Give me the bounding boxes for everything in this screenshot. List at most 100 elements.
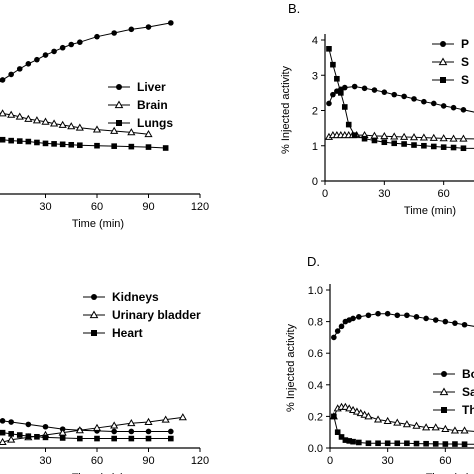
data-point <box>394 312 401 319</box>
data-point <box>345 404 354 412</box>
legend-marker <box>441 371 447 377</box>
data-point <box>384 440 391 447</box>
x-tick-label: 60 <box>91 455 103 467</box>
data-point <box>384 310 391 317</box>
data-point <box>380 132 389 140</box>
data-point <box>432 441 439 447</box>
data-point <box>42 423 49 430</box>
x-tick-label: 60 <box>91 201 103 213</box>
data-point <box>326 100 332 107</box>
data-point <box>0 109 7 117</box>
x-tick-label: 30 <box>39 201 51 213</box>
data-point <box>373 415 383 423</box>
x-tick-label: 90 <box>142 455 154 467</box>
data-point <box>34 139 40 146</box>
data-point <box>351 83 358 90</box>
y-tick-label: 1.0 <box>308 285 323 297</box>
data-point <box>450 144 457 151</box>
panel-label: B. <box>288 1 300 16</box>
x-tick-label: 30 <box>382 455 394 467</box>
data-point <box>411 142 417 148</box>
data-point <box>110 126 119 134</box>
legend-marker <box>114 100 124 109</box>
data-point <box>58 428 67 436</box>
series-line <box>0 22 171 83</box>
x-axis-label: Time (min) <box>404 205 456 217</box>
data-point <box>361 135 368 142</box>
y-tick-label: 0.0 <box>308 443 323 455</box>
legend-label: Kidneys <box>112 290 159 304</box>
data-point <box>342 437 349 443</box>
data-point <box>352 407 361 415</box>
data-point <box>364 412 373 420</box>
data-point <box>0 77 6 83</box>
x-axis-label: Time (min) <box>72 218 124 230</box>
legend-label: Bor <box>462 367 474 381</box>
data-point <box>145 435 152 442</box>
data-point <box>393 418 402 426</box>
data-point <box>460 106 467 113</box>
data-point <box>32 116 41 124</box>
data-point <box>429 133 438 141</box>
data-point <box>356 409 365 417</box>
data-point <box>34 56 40 63</box>
data-point <box>168 435 174 442</box>
data-point <box>42 434 49 441</box>
data-point <box>25 421 32 428</box>
data-point <box>145 144 152 150</box>
data-point <box>0 429 6 436</box>
legend-label: Sal <box>462 385 474 399</box>
data-point <box>459 134 468 142</box>
data-point <box>326 46 332 52</box>
data-point <box>25 61 32 67</box>
panel-label: D. <box>307 254 320 269</box>
data-point <box>7 435 16 443</box>
data-point <box>75 123 84 131</box>
data-point <box>371 87 378 93</box>
data-point <box>411 96 417 102</box>
y-tick-label: 1 <box>312 141 318 153</box>
data-point <box>42 140 49 147</box>
data-point <box>440 144 447 150</box>
data-point <box>375 310 381 317</box>
data-point <box>51 48 57 55</box>
data-point <box>351 132 358 138</box>
data-point <box>168 428 174 435</box>
data-point <box>127 418 136 427</box>
data-point <box>341 84 348 91</box>
data-point <box>51 141 57 147</box>
data-point <box>350 438 356 445</box>
data-point <box>75 426 84 434</box>
x-tick-label: 90 <box>142 201 154 213</box>
series-square: S <box>326 46 474 152</box>
y-tick-label: 0.4 <box>308 380 323 392</box>
data-point <box>330 91 336 98</box>
data-point <box>404 312 410 319</box>
data-point <box>460 145 467 152</box>
y-tick-label: 4 <box>312 35 318 47</box>
y-tick-label: 0.2 <box>308 411 323 423</box>
data-point <box>450 104 457 111</box>
data-point <box>423 315 429 322</box>
legend-marker <box>440 41 446 47</box>
data-point <box>334 75 340 82</box>
data-point <box>413 440 420 447</box>
y-axis-label: % Injected activity <box>285 323 297 412</box>
data-point <box>59 435 66 441</box>
data-point <box>110 421 119 429</box>
panel-1: 30 60 90 120 Time (min) Liver Brain Lungs <box>0 20 209 230</box>
data-point <box>413 314 420 320</box>
data-point <box>111 30 117 36</box>
data-point <box>111 435 117 442</box>
data-point <box>391 91 398 98</box>
data-point <box>350 315 356 322</box>
legend-marker <box>438 57 448 66</box>
data-point <box>68 41 75 48</box>
series-square: Thy <box>331 403 474 448</box>
data-point <box>365 312 372 319</box>
data-point <box>145 24 152 30</box>
data-point <box>77 39 83 45</box>
data-point <box>360 410 369 418</box>
data-point <box>421 98 427 105</box>
